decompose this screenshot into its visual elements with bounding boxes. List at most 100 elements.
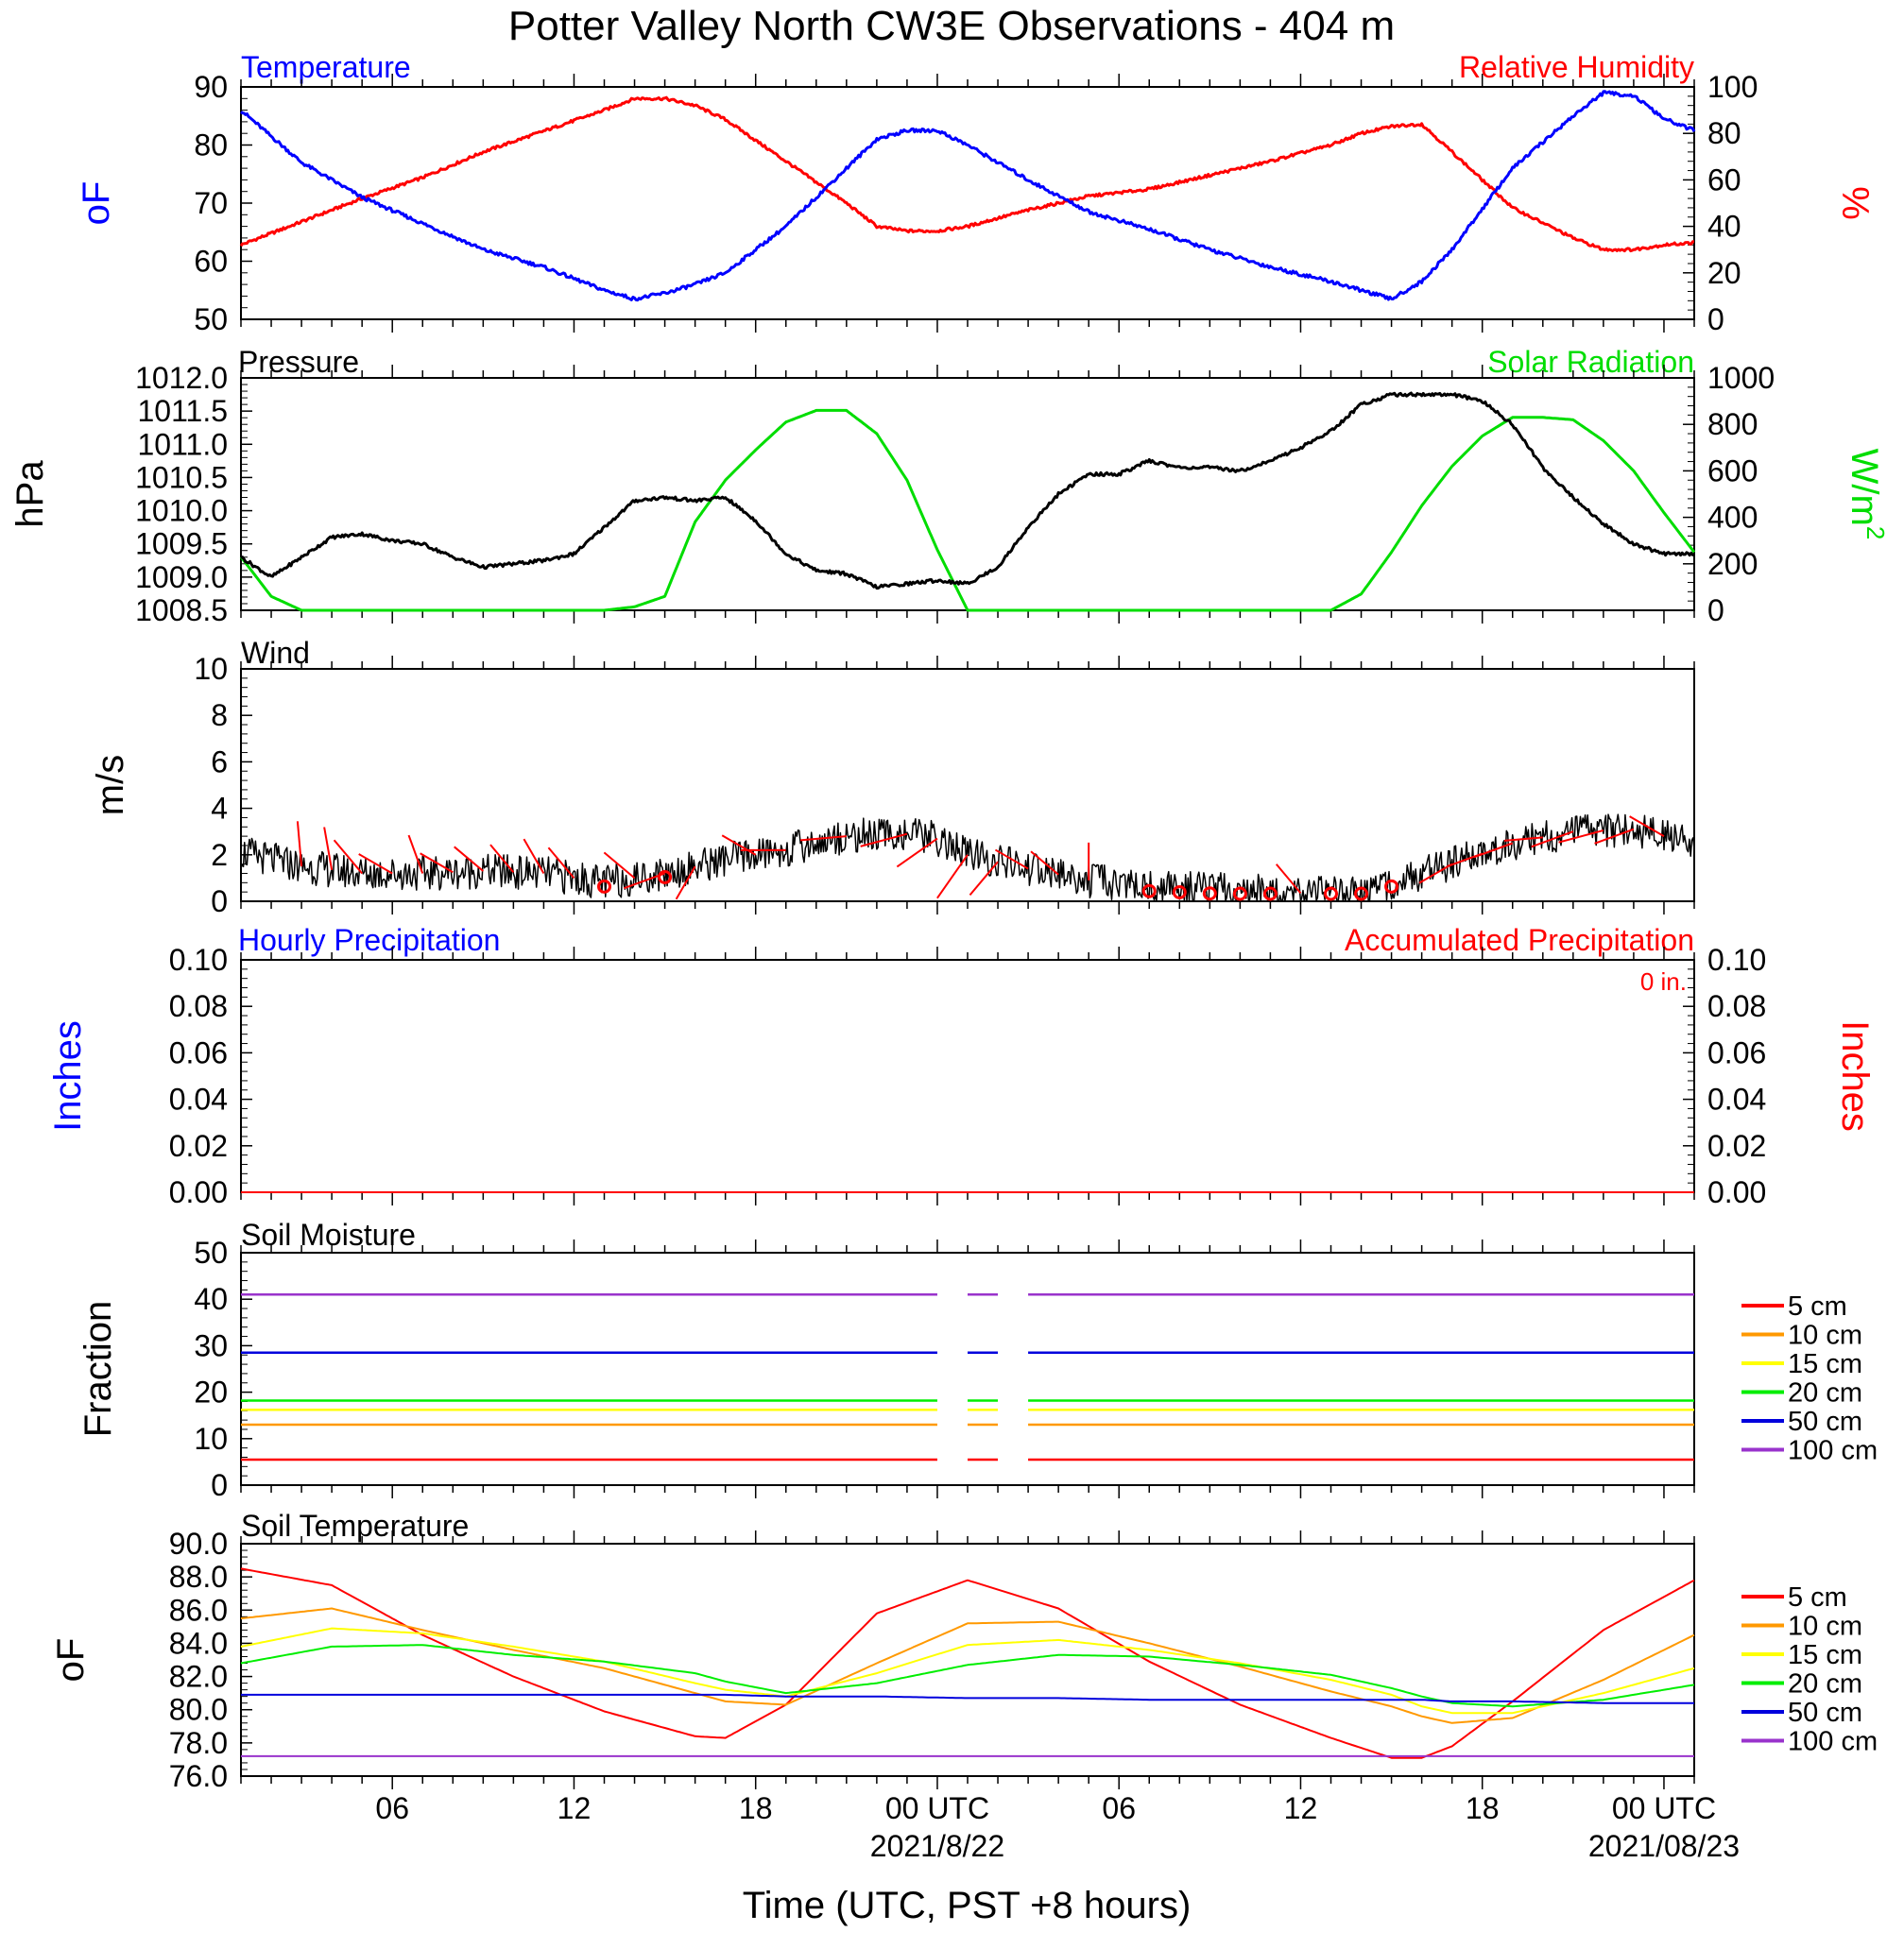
- wind-barb: [333, 839, 363, 875]
- calm-wind-marker: [1202, 886, 1217, 901]
- y-tick-label: 82.0: [169, 1660, 228, 1694]
- x-tick-label: 18: [1466, 1791, 1500, 1825]
- right-tick-labels: 100 80 60 40 20 0: [1683, 70, 1758, 336]
- y-tick-label: 600: [1707, 453, 1758, 487]
- wind-barb: [1275, 863, 1302, 895]
- soil-temperature-line: [240, 1607, 1695, 1724]
- plot-area: [240, 1239, 1695, 1498]
- plot-frame: [240, 668, 1695, 902]
- x-tick-date-label: 2021/08/23: [1588, 1829, 1740, 1863]
- legend-label: 50 cm: [1788, 1698, 1862, 1728]
- y-tick-label: 1011.0: [138, 427, 229, 461]
- pressure-line: [240, 391, 1695, 590]
- panel-pressure-solar: Pressure Solar Radiation hPa W/m2 1012.0…: [9, 345, 1890, 627]
- legend-label: 5 cm: [1788, 1291, 1847, 1322]
- panel-temperature-humidity: Temperature Relative Humidity oF % 90 80 7…: [76, 50, 1876, 336]
- y-tick-label: 0.02: [169, 1129, 228, 1163]
- y-axis-title-left: oF: [50, 1638, 92, 1683]
- soil-temperature-line: [240, 1567, 1695, 1759]
- wind-barb: [358, 853, 393, 875]
- legend-label: 50 cm: [1788, 1407, 1862, 1437]
- legend-label: 15 cm: [1788, 1349, 1862, 1379]
- y-tick-label: 0.10: [169, 943, 228, 977]
- y-tick-label: 10: [194, 652, 228, 686]
- legend-label: 100 cm: [1788, 1727, 1878, 1757]
- wind-barb: [407, 834, 424, 874]
- right-tick-labels: 1000 800 600 400 200 0: [1683, 361, 1775, 627]
- y-tick-label: 30: [194, 1328, 228, 1362]
- wind-barb: [454, 846, 484, 872]
- plot-area: [240, 656, 1695, 915]
- x-tick-label: 00 UTC: [885, 1791, 989, 1825]
- plot-area: [239, 74, 1696, 333]
- y-tick-label: 50: [194, 1236, 228, 1270]
- calm-wind-marker: [658, 869, 673, 884]
- y-tick-label: 100: [1707, 70, 1758, 104]
- y-tick-label: 0.02: [1707, 1129, 1766, 1163]
- soil-temperature-line: [241, 1693, 1694, 1704]
- plot-frame: [240, 959, 1695, 1193]
- y-tick-label: 1000: [1707, 361, 1775, 395]
- y-axis-title-right: W/m2: [1844, 449, 1890, 540]
- wind-barb: [721, 834, 757, 856]
- y-tick-label: 90.0: [169, 1527, 228, 1561]
- soil-temperature-line: [240, 1644, 1695, 1708]
- y-tick-label: 0.00: [1707, 1175, 1766, 1209]
- plot-frame: [240, 377, 1695, 611]
- plot-area: [239, 365, 1696, 624]
- legend-label: 100 cm: [1788, 1436, 1878, 1466]
- x-tick-label: 18: [739, 1791, 773, 1825]
- y-tick-label: 0.10: [1707, 943, 1766, 977]
- panel-right-title: Accumulated Precipitation: [1345, 923, 1694, 957]
- y-axis-title-right: Inches: [1834, 1020, 1876, 1132]
- y-tick-label: 88.0: [169, 1560, 228, 1594]
- y-tick-label: 0.08: [169, 989, 228, 1023]
- calm-wind-marker: [1172, 884, 1187, 899]
- panel-soil-temperature: Soil Temperature oF 90.088.086.084.082.0…: [50, 1509, 1878, 1793]
- panel-right-title: Relative Humidity: [1459, 50, 1694, 84]
- y-tick-label: 1008.5: [135, 593, 228, 627]
- panel-left-title: Hourly Precipitation: [238, 923, 500, 957]
- y-axis-title-left: m/s: [90, 755, 131, 815]
- plot-frame: [240, 86, 1695, 320]
- y-tick-label: 1010.0: [135, 494, 228, 528]
- legend-label: 20 cm: [1788, 1378, 1862, 1409]
- y-axis-title-left: oF: [76, 181, 117, 226]
- wind-barb: [969, 861, 999, 897]
- wind-barb: [1503, 836, 1543, 842]
- y-tick-label: 80: [1707, 116, 1741, 150]
- y-tick-label: 60: [1707, 162, 1741, 197]
- wind-barb: [523, 838, 545, 874]
- y-tick-label: 80: [194, 128, 228, 162]
- wind-barb: [547, 846, 575, 880]
- x-tick-label: 06: [1102, 1791, 1136, 1825]
- x-tick-label: 00 UTC: [1612, 1791, 1716, 1825]
- x-axis-title: Time (UTC, PST +8 hours): [743, 1885, 1192, 1926]
- calm-wind-marker: [1354, 886, 1369, 901]
- y-axis-title-left: hPa: [9, 460, 51, 528]
- wind-barb: [799, 835, 847, 842]
- wind-speed-line: [240, 813, 1695, 902]
- left-tick-labels: 90 80 70 60 50: [194, 70, 252, 336]
- y-tick-label: 90: [194, 70, 228, 104]
- y-tick-label: 1010.5: [135, 460, 228, 494]
- calm-wind-marker: [597, 879, 611, 894]
- x-tick-label: 12: [1284, 1791, 1318, 1825]
- wind-barb: [489, 844, 515, 873]
- calm-wind-marker: [1384, 879, 1399, 894]
- temperature-line: [240, 90, 1696, 302]
- y-tick-label: 0: [1707, 593, 1724, 627]
- wind-barb: [936, 854, 969, 899]
- y-tick-label: 20: [194, 1376, 228, 1410]
- y-tick-label: 0.06: [1707, 1035, 1766, 1069]
- left-tick-labels: 1012.01011.51011.01010.51010.01009.51009…: [135, 361, 252, 627]
- solar-unit-superscript: 2: [1861, 526, 1890, 539]
- y-tick-label: 1009.5: [135, 527, 228, 561]
- x-tick-label: 06: [375, 1791, 409, 1825]
- y-tick-label: 2: [211, 838, 228, 872]
- y-tick-label: 84.0: [169, 1626, 228, 1660]
- y-tick-label: 80.0: [169, 1693, 228, 1727]
